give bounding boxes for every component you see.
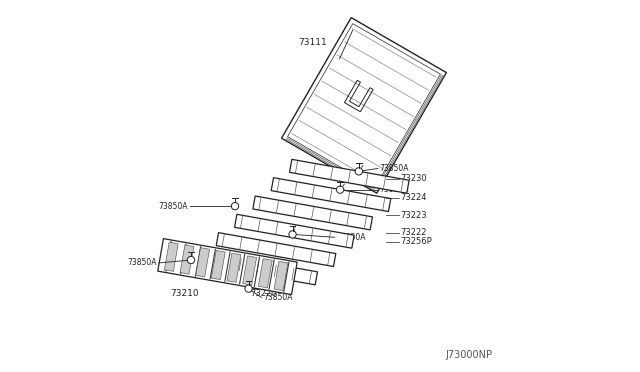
Circle shape <box>337 186 344 193</box>
Text: 73222: 73222 <box>401 228 427 237</box>
Polygon shape <box>259 259 272 288</box>
Circle shape <box>231 202 239 210</box>
Text: 73111: 73111 <box>298 38 327 47</box>
Polygon shape <box>274 262 288 291</box>
Polygon shape <box>253 196 372 230</box>
Text: 73850A: 73850A <box>159 202 188 211</box>
Polygon shape <box>282 17 446 193</box>
Polygon shape <box>235 214 354 248</box>
Polygon shape <box>196 248 209 277</box>
Polygon shape <box>216 232 336 266</box>
Polygon shape <box>157 239 297 295</box>
Polygon shape <box>289 159 409 193</box>
Polygon shape <box>227 253 241 282</box>
Text: 73230: 73230 <box>401 174 428 183</box>
Polygon shape <box>180 245 194 274</box>
Text: 73221: 73221 <box>255 274 282 283</box>
Circle shape <box>289 231 296 238</box>
Text: 73850A: 73850A <box>263 293 292 302</box>
Text: 73223: 73223 <box>401 211 428 220</box>
Circle shape <box>355 168 362 175</box>
Text: 73256P: 73256P <box>401 237 433 246</box>
Polygon shape <box>271 178 391 212</box>
Text: 73210: 73210 <box>170 289 199 298</box>
Polygon shape <box>164 242 178 271</box>
Polygon shape <box>198 251 317 285</box>
Circle shape <box>188 256 195 264</box>
Text: 73220: 73220 <box>250 289 276 298</box>
Circle shape <box>245 285 252 292</box>
Polygon shape <box>243 256 257 285</box>
Text: 73850A: 73850A <box>337 233 366 242</box>
Text: J73000NP: J73000NP <box>445 350 492 360</box>
Text: 73224: 73224 <box>401 193 427 202</box>
Text: 73850A: 73850A <box>380 164 409 173</box>
Text: 73850A: 73850A <box>380 185 409 194</box>
Polygon shape <box>211 250 225 280</box>
Text: 73850A: 73850A <box>127 259 157 267</box>
